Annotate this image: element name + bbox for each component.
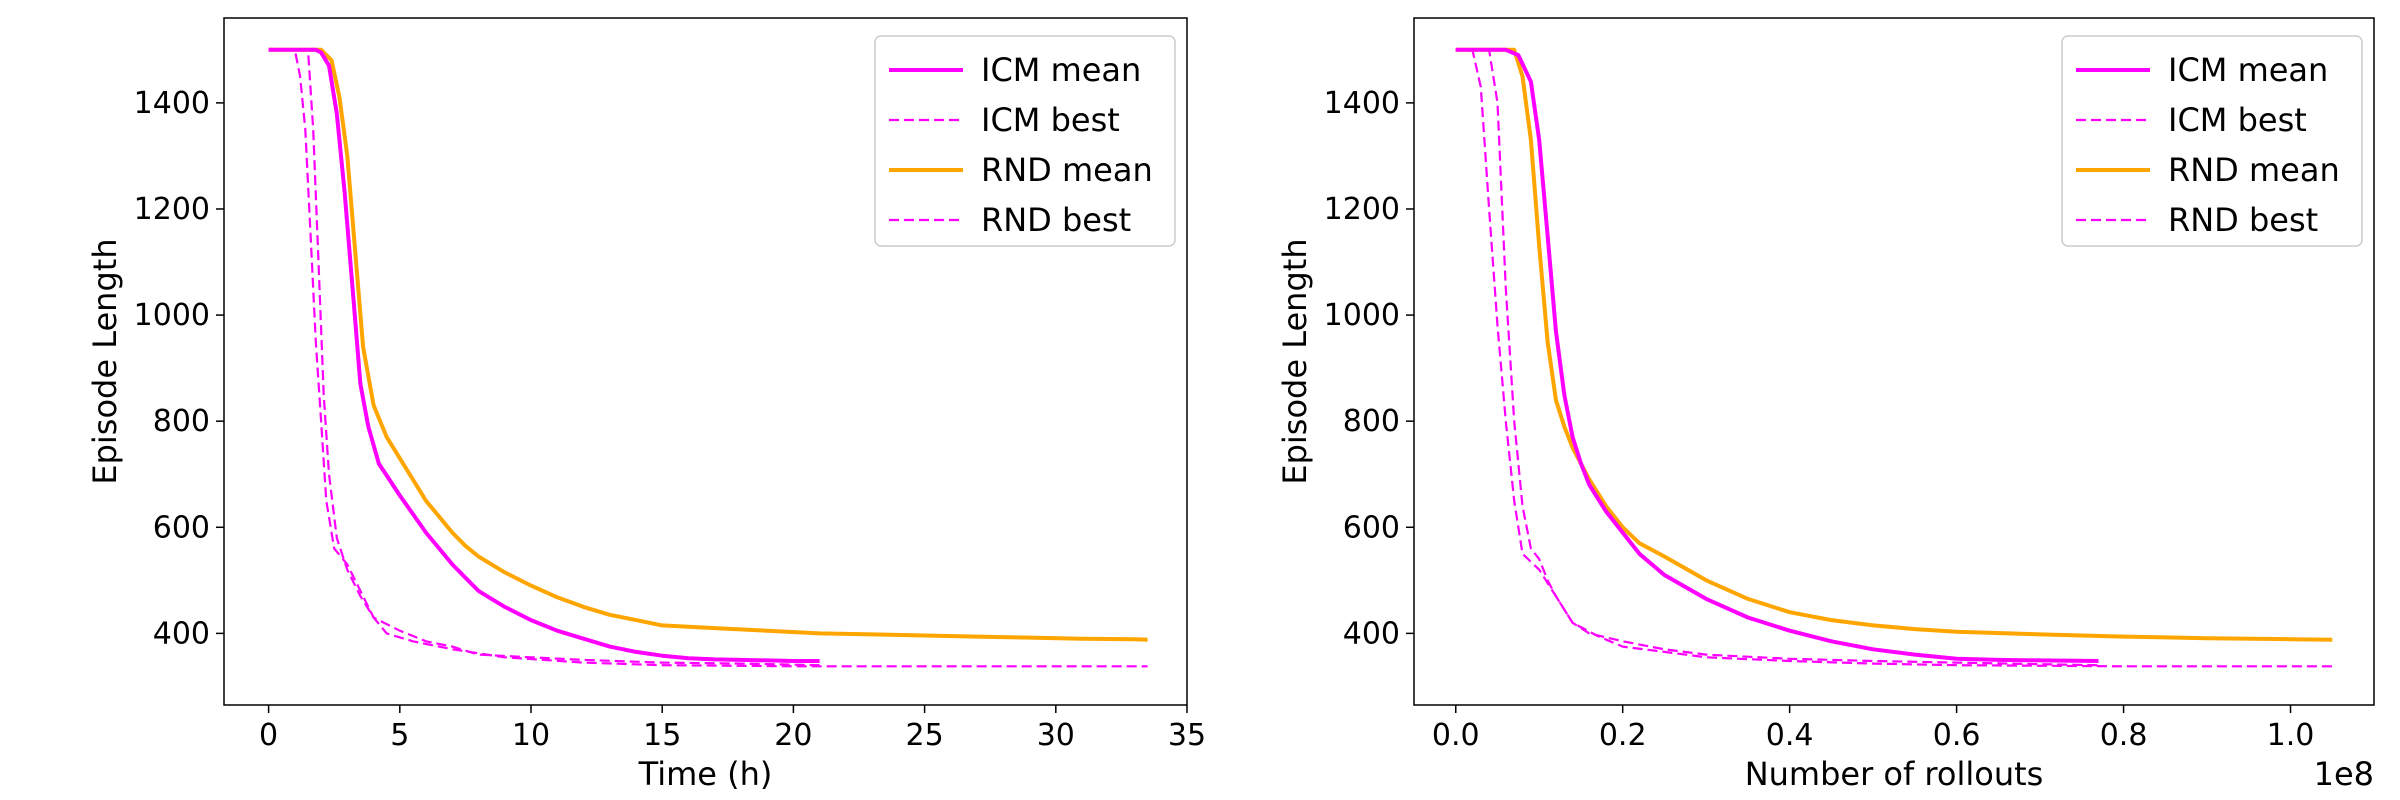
y-tick-label: 1400 [1324, 86, 1400, 121]
legend-box [2061, 35, 2363, 247]
legend-box [874, 35, 1176, 247]
chart-episode-length-vs-rollouts: 0.0 0.2 0.4 0.6 0.8 1.0 400 600 800 1000 1200 1400 N… [1276, 17, 2375, 793]
y-axis-title: Episode Length [86, 238, 124, 484]
x-tick-label: 0.8 [2100, 718, 2148, 753]
y-tick-label: 1200 [1324, 192, 1400, 227]
series-line-icm-best [268, 48, 820, 667]
x-tick-label: 25 [906, 718, 944, 753]
series-line-icm-mean [268, 47, 820, 663]
legend-label: ICM best [2168, 101, 2307, 139]
y-tick-label: 400 [153, 616, 210, 651]
y-tick-label: 400 [1343, 616, 1400, 651]
legend-label: RND mean [2168, 151, 2340, 189]
y-tick-label: 1000 [134, 298, 210, 333]
x-tick-label: 0.4 [1766, 718, 1814, 753]
legend: ICM mean ICM best RND mean RND best [874, 35, 1176, 247]
series-line-icm-mean [1455, 47, 2099, 663]
series-line-rnd-best [268, 48, 1148, 668]
legend-label: ICM best [981, 101, 1120, 139]
x-tick-label: 0.0 [1432, 718, 1480, 753]
x-tick-label: 5 [390, 718, 409, 753]
y-tick-label: 600 [153, 510, 210, 545]
y-tick-label: 1400 [134, 86, 210, 121]
y-tick-label: 800 [1343, 404, 1400, 439]
series-line-rnd-mean [268, 47, 1148, 642]
x-offset-text: 1e8 [2314, 755, 2374, 793]
y-tick-label: 800 [153, 404, 210, 439]
x-tick-label: 10 [512, 718, 550, 753]
x-axis-title: Number of rollouts [1745, 755, 2044, 793]
y-tick-label: 1000 [1324, 298, 1400, 333]
x-tick-label: 20 [774, 718, 812, 753]
legend-label: RND best [981, 201, 1131, 239]
y-axis-title: Episode Length [1276, 238, 1314, 484]
y-tick-label: 600 [1343, 510, 1400, 545]
legend-label: RND best [2168, 201, 2318, 239]
x-tick-label: 1.0 [2267, 718, 2315, 753]
legend-label: ICM mean [981, 51, 1141, 89]
x-tick-label: 0.2 [1599, 718, 1647, 753]
plot-frame [223, 17, 1188, 706]
x-tick-label: 0 [259, 718, 278, 753]
x-tick-label: 15 [643, 718, 681, 753]
y-tick-label: 1200 [134, 192, 210, 227]
plot-frame [1413, 17, 2375, 706]
x-tick-label: 0.6 [1933, 718, 1981, 753]
series-line-rnd-mean [1455, 47, 2333, 642]
x-tick-label: 30 [1037, 718, 1075, 753]
x-tick-label: 35 [1168, 718, 1206, 753]
x-axis-title: Time (h) [638, 755, 773, 793]
chart-episode-length-vs-time: 0 5 10 15 20 25 30 35 400 600 800 1000 1200 1400 Time … [86, 17, 1206, 793]
legend: ICM mean ICM best RND mean RND best [2061, 35, 2363, 247]
series-line-rnd-best [1455, 48, 2333, 668]
legend-label: RND mean [981, 151, 1153, 189]
legend-label: ICM mean [2168, 51, 2328, 89]
